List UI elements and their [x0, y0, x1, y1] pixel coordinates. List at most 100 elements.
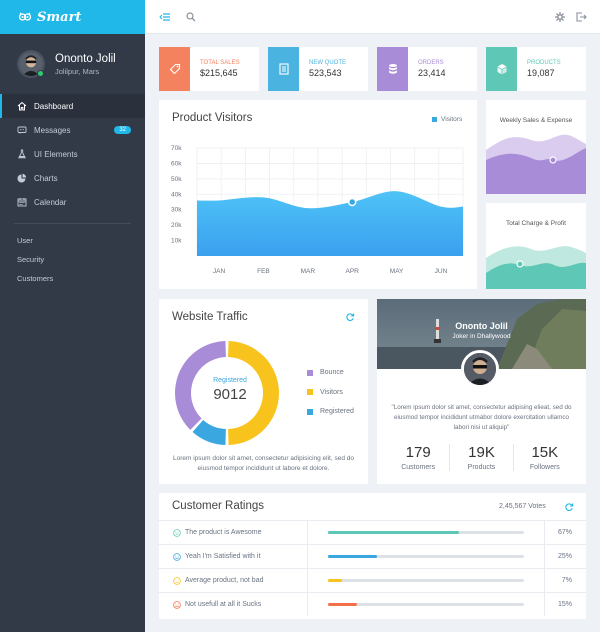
- sidebar-item-label: Calendar: [34, 197, 67, 207]
- profile-stat-followers: 15K Followers: [514, 444, 576, 471]
- sidebar-divider: [14, 223, 131, 224]
- sidebar-item-ui-elements[interactable]: UI Elements: [0, 142, 145, 166]
- top-bar: [145, 0, 600, 34]
- search-icon[interactable]: [185, 10, 197, 22]
- y-tick-label: 40k: [171, 191, 182, 198]
- stat-label: PRODUCTS: [527, 60, 561, 66]
- stat-card-total-sales[interactable]: TOTAL SALES $215,645: [159, 47, 259, 91]
- stat-value: 15K: [531, 444, 559, 461]
- legend-item-visitors[interactable]: Visitors: [307, 383, 354, 403]
- data-point[interactable]: [347, 197, 357, 207]
- sidebar-link-security[interactable]: Security: [17, 255, 45, 264]
- sidebar-item-charts[interactable]: Charts: [0, 166, 145, 190]
- y-tick-label: 10k: [171, 238, 182, 245]
- rating-row: The product is Awesome 67%: [159, 520, 586, 544]
- sidebar-item-label: UI Elements: [34, 149, 78, 159]
- legend-item-registered[interactable]: Registered: [307, 402, 354, 422]
- menu-toggle-icon[interactable]: [159, 10, 171, 22]
- home-icon: [17, 101, 27, 111]
- sidebar-nav: Dashboard Messages 32 UI Elements Charts…: [0, 94, 145, 288]
- rating-percent: 67%: [557, 529, 572, 536]
- legend-swatch: [307, 389, 313, 396]
- logout-icon[interactable]: [575, 10, 587, 22]
- rating-row: Yeah I'm Satisfied with it 25%: [159, 544, 586, 568]
- logo-bar[interactable]: Smart: [0, 0, 145, 34]
- stat-card-orders[interactable]: ORDERS 23,414: [377, 47, 477, 91]
- weekly-sales-wave-chart[interactable]: [486, 100, 586, 194]
- traffic-donut-chart[interactable]: [173, 341, 283, 446]
- refresh-icon[interactable]: [564, 502, 574, 512]
- stat-value: 179: [405, 444, 431, 461]
- sidebar-item-label: Messages: [34, 125, 71, 135]
- card-title: Product Visitors: [172, 112, 253, 124]
- user-name: Ononto Jolil: [55, 52, 116, 65]
- chart-legend[interactable]: Visitors: [432, 116, 462, 123]
- profile-subtitle: Joker in Dhallywood: [452, 333, 511, 340]
- rating-progress-fill: [328, 579, 342, 582]
- rating-progress-bar: [328, 603, 524, 606]
- database-icon: [377, 47, 408, 91]
- smile-face-icon: [173, 552, 181, 561]
- profile-stat-products: 19K Products: [450, 444, 514, 471]
- legend-label: Visitors: [320, 388, 343, 396]
- sidebar-item-dashboard[interactable]: Dashboard: [0, 94, 145, 118]
- stat-card-new-quote[interactable]: NEW QUOTE 523,543: [268, 47, 368, 91]
- rating-percent: 15%: [557, 601, 572, 608]
- document-icon: [268, 47, 299, 91]
- donut-slice-registered[interactable]: [228, 341, 280, 445]
- legend-label: Registered: [320, 408, 354, 416]
- sidebar-item-messages[interactable]: Messages 32: [0, 118, 145, 142]
- total-charge-profit-card: Total Charge & Profit: [486, 203, 586, 289]
- profile-card: Ononto Jolil Joker in Dhallywood "Lorem …: [377, 299, 586, 484]
- pie-chart-icon: [17, 173, 27, 183]
- rating-label: Yeah I'm Satisfied with it: [185, 553, 261, 560]
- user-location: Jolilpur, Mars: [55, 66, 100, 76]
- customer-ratings-card: Customer Ratings 2,45,567 Votes The prod…: [159, 493, 586, 619]
- happy-face-icon: [173, 528, 181, 537]
- sidebar-item-label: Dashboard: [34, 101, 74, 111]
- donut-center: Registered 9012: [203, 377, 257, 403]
- card-title: Total Charge & Profit: [506, 220, 566, 227]
- refresh-icon[interactable]: [345, 312, 355, 322]
- traffic-legend: Bounce Visitors Registered: [307, 363, 354, 422]
- sidebar-item-calendar[interactable]: Calendar: [0, 190, 145, 214]
- avatar[interactable]: [461, 350, 499, 388]
- rating-progress-fill: [328, 555, 377, 558]
- profile-name: Ononto Jolil: [455, 321, 508, 331]
- donut-slice-bounce[interactable]: [192, 419, 226, 445]
- calendar-icon: [17, 197, 27, 207]
- legend-label: Bounce: [320, 369, 344, 377]
- gear-icon[interactable]: [554, 10, 566, 22]
- stat-label: Products: [467, 464, 496, 471]
- app-logo: Smart: [37, 9, 82, 25]
- visitors-area-chart[interactable]: 70k 60k 50k 40k 30k 20k 10k JAN FEB MAR APR MAY JUN: [159, 100, 477, 289]
- legend-label: Visitors: [441, 116, 463, 123]
- center-value: 9012: [213, 386, 247, 403]
- owl-logo-icon: [18, 12, 32, 21]
- y-tick-label: 20k: [171, 222, 182, 229]
- user-profile[interactable]: Ononto Jolil Jolilpur, Mars: [0, 34, 145, 94]
- total-charge-wave-chart[interactable]: [486, 203, 586, 289]
- donut-slice-visitors[interactable]: [175, 341, 226, 430]
- card-title: Weekly Sales & Expense: [499, 117, 573, 124]
- y-tick-label: 50k: [171, 176, 182, 183]
- rating-label: Average product, not bad: [185, 577, 264, 584]
- x-tick-label: JUN: [435, 268, 448, 275]
- y-tick-label: 70k: [171, 145, 182, 152]
- profile-stat-customers: 179 Customers: [387, 444, 451, 471]
- sidebar-link-user[interactable]: User: [17, 236, 33, 245]
- stat-label: TOTAL SALES: [200, 60, 240, 66]
- weekly-sales-expense-card: Weekly Sales & Expense: [486, 100, 586, 194]
- sidebar-link-customers[interactable]: Customers: [17, 274, 54, 283]
- x-tick-label: MAY: [390, 268, 404, 275]
- legend-item-bounce[interactable]: Bounce: [307, 363, 354, 383]
- stat-value: 23,414: [418, 68, 446, 78]
- traffic-description: Lorem ipsum dolor sit amet, consectetur …: [172, 455, 354, 472]
- stat-label: ORDERS: [418, 60, 444, 66]
- flask-icon: [17, 149, 27, 159]
- stat-card-products[interactable]: PRODUCTS 19,087: [486, 47, 586, 91]
- profile-stats: 179 Customers 19K Products 15K Followers: [387, 444, 576, 471]
- online-status-dot: [37, 70, 44, 77]
- stat-value: 19K: [468, 444, 495, 461]
- stat-value: $215,645: [200, 68, 238, 78]
